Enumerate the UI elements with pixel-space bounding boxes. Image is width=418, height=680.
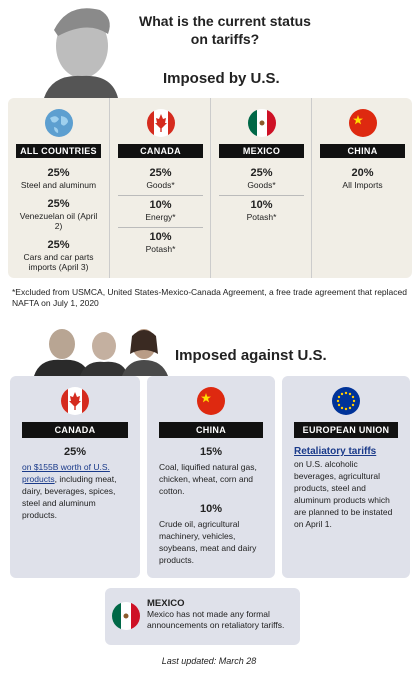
- label-bar: CANADA: [118, 144, 203, 158]
- item-text: Steel and aluminum: [20, 180, 97, 190]
- card-text: on U.S. alcoholic beverages, agricultura…: [294, 459, 393, 529]
- section-heading: Imposed by U.S.: [163, 70, 280, 87]
- canada-flag: [146, 109, 175, 137]
- rate: 10%: [149, 231, 172, 243]
- card-text: , including meat, dairy, beverages, spic…: [22, 474, 117, 520]
- imposed-by-us-panel: ALL COUNTRIES 25% Steel and aluminum 25% V…: [8, 98, 412, 278]
- canada-card: CANADA 25% on $155B worth of U.S. produc…: [10, 376, 140, 578]
- portrait-photo: [38, 0, 118, 98]
- china-flag: [197, 387, 225, 415]
- card-text: Mexico has not made any formal announcem…: [147, 609, 285, 630]
- rate: 25%: [47, 239, 70, 251]
- china-flag: [348, 109, 377, 137]
- china-card: CHINA 15% Coal, liquified natural gas, c…: [147, 376, 275, 578]
- title: What is the current status on tariffs?: [139, 13, 311, 47]
- eu-card: EUROPEAN UNION Retaliatory tariffs on U.S…: [282, 376, 410, 578]
- footnote: *Excluded from USMCA, United States-Mexi…: [12, 287, 407, 308]
- item-text: Cars and car parts imports (April 3): [23, 252, 94, 272]
- rate: 20%: [351, 167, 374, 179]
- rate: 25%: [47, 167, 70, 179]
- link[interactable]: Retaliatory tariffs: [294, 446, 377, 457]
- rate: 10%: [149, 199, 172, 211]
- rate: 10%: [250, 199, 273, 211]
- globe-icon: [44, 109, 73, 137]
- mexico-flag: [112, 602, 140, 630]
- card-label: MEXICO: [147, 598, 185, 609]
- item-text: Energy*: [145, 212, 176, 222]
- label-bar: ALL COUNTRIES: [16, 144, 101, 158]
- card-text: Coal, liquified natural gas, chicken, wh…: [159, 462, 257, 496]
- rate: 25%: [63, 446, 87, 458]
- column: CANADA 25% Goods* 10% Energy* 10% Potash*: [109, 98, 211, 278]
- item-text: Venezuelan oil (April 2): [19, 211, 98, 231]
- rate: 10%: [199, 503, 223, 515]
- label-bar: CHINA: [159, 422, 263, 438]
- item-text: All Imports: [342, 180, 383, 190]
- item-text: Potash*: [246, 212, 277, 222]
- item-text: Potash*: [145, 244, 176, 254]
- rate: 25%: [47, 198, 70, 210]
- card-text: Crude oil, agricultural machinery, vehic…: [159, 519, 257, 565]
- column: ALL COUNTRIES 25% Steel and aluminum 25% V…: [8, 98, 109, 278]
- section-heading: Imposed against U.S.: [175, 347, 327, 364]
- column: CHINA 20% All Imports: [311, 98, 413, 278]
- item-text: Goods*: [247, 180, 276, 190]
- label-bar: MEXICO: [219, 144, 304, 158]
- mexico-flag: [247, 109, 276, 137]
- label-bar: CANADA: [22, 422, 128, 438]
- mexico-card: MEXICO Mexico has not made any formal an…: [105, 588, 300, 645]
- last-updated: Last updated: March 28: [161, 656, 257, 666]
- rate: 15%: [199, 446, 223, 458]
- column: MEXICO 25% Goods* 10% Potash*: [210, 98, 312, 278]
- item-text: Goods*: [146, 180, 175, 190]
- label-bar: CHINA: [320, 144, 405, 158]
- rate: 25%: [250, 167, 273, 179]
- rate: 25%: [149, 167, 172, 179]
- link[interactable]: on $155B worth of U.S. products: [22, 462, 110, 484]
- eu-flag: [332, 387, 360, 415]
- canada-flag: [61, 387, 89, 415]
- label-bar: EUROPEAN UNION: [294, 422, 398, 438]
- leaders-photo: [34, 329, 168, 376]
